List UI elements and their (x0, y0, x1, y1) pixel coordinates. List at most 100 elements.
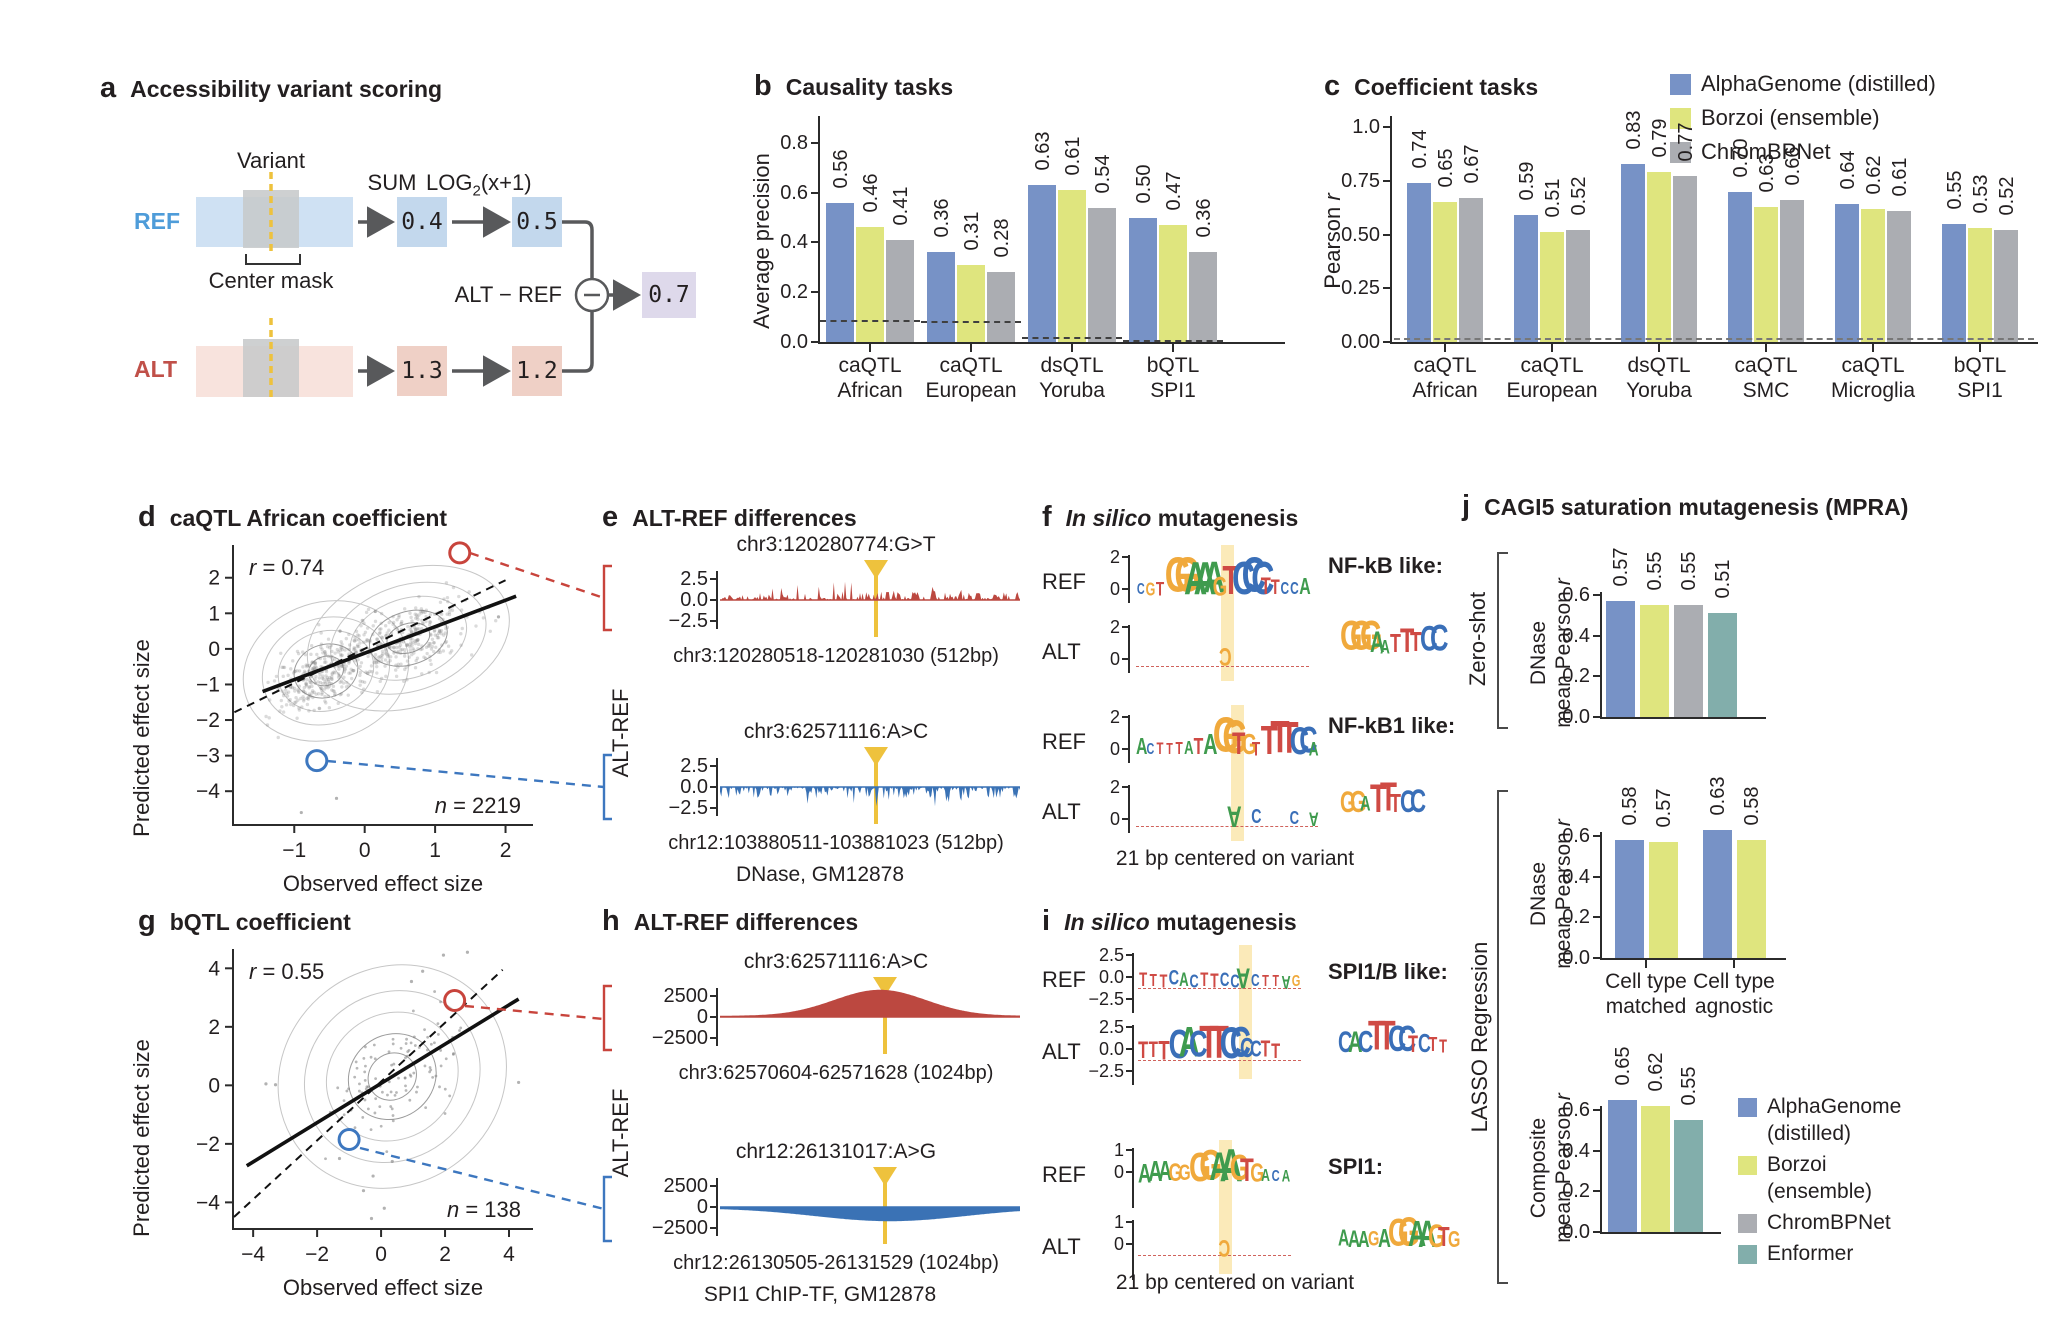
ChromBPNet-swatch (1738, 1214, 1757, 1233)
category-label: Yoruba (1626, 379, 1692, 402)
logo-letter-T: T (1390, 629, 1401, 659)
panel-f-caption: 21 bp centered on variant (1115, 847, 1355, 870)
svg-text:1: 1 (429, 839, 441, 862)
bar-j2-blue (1614, 840, 1644, 958)
track-tick-mark (710, 1227, 716, 1229)
logo-letter-T: T (1199, 1015, 1219, 1068)
svg-text:−4: −4 (196, 1191, 220, 1214)
logo-letter-T: T (1408, 1031, 1418, 1058)
y-axis-line (1390, 116, 1392, 344)
y-tick-label: 0.50 (1341, 223, 1380, 246)
bar-b-yellow (1159, 224, 1187, 342)
bar-c-gray (1566, 230, 1590, 342)
svg-text:−1: −1 (196, 673, 220, 696)
legend-label: Borzoi (1767, 1153, 1827, 1176)
chip-tracks: chr3:62571116:A>C 2500 0 −2500 chr3:62570604… (596, 905, 1046, 1324)
signal-spiky (720, 786, 1020, 807)
bar-j2-yellow (1736, 840, 1766, 958)
logo-letter-A: A (1380, 636, 1390, 658)
category-label: dsQTL (1040, 354, 1104, 377)
category-label: Cell type (1693, 970, 1775, 993)
Borzoi (ensemble)-swatch (1670, 108, 1691, 129)
ref-row-label: REF (1042, 1162, 1086, 1187)
svg-text:0: 0 (375, 1243, 387, 1266)
logo-letter-C: C (1219, 968, 1230, 991)
x-axis-line (1600, 958, 1786, 960)
track-tick-mark (710, 599, 716, 601)
mutagenesis-logos-f: REF ALT 2 0 2 0 C G T G G A A A G T C C C T T C C A C NF-kB like:… (1040, 495, 1470, 895)
bar-c-blue (1621, 163, 1645, 342)
x-tick-mark (1444, 344, 1446, 352)
logo-letter-A: A (1299, 575, 1311, 600)
svg-text:r = 0.55: r = 0.55 (249, 959, 324, 984)
svg-text:Observed effect size: Observed effect size (283, 871, 483, 896)
logo-letter-C: C (1420, 620, 1438, 660)
y-tick-label: 0.4 (1562, 1139, 1590, 1162)
Enformer-swatch (1738, 1245, 1757, 1264)
AlphaGenome-swatch (1738, 1098, 1757, 1117)
svg-text:n = 138: n = 138 (447, 1197, 521, 1222)
logo-letter-A: A (1184, 737, 1194, 759)
logo-letter-T: T (1262, 972, 1269, 991)
x-tick-mark (1172, 344, 1174, 352)
track-tick-label: 2.5 (680, 568, 708, 590)
logo-letter-A: A (1418, 1211, 1437, 1256)
logo-letter-A: A (1193, 551, 1217, 604)
logo-letter-T: T (1270, 576, 1280, 600)
variant-marker-triangle (864, 560, 888, 579)
model-legend-extended: AlphaGenome (distilled) Borzoi (ensemble) Ch… (1738, 1095, 2038, 1278)
panel-i-caption: 21 bp centered on variant (1115, 1271, 1355, 1294)
track-tick-label: 0.0 (680, 589, 708, 611)
bar-value-label: 0.36 (931, 198, 953, 238)
panel-a-title: Accessibility variant scoring (130, 76, 443, 102)
svg-text:−1: −1 (282, 839, 306, 862)
logo-letter-T: T (1260, 717, 1278, 763)
logo-letter-C: C (1251, 551, 1275, 604)
panel-h-title: ALT-REF differences (633, 909, 859, 935)
bar-value-label: 0.31 (961, 211, 983, 251)
y-tick-label: 0.6 (1562, 584, 1590, 607)
bar-value-label: 0.52 (1568, 176, 1590, 216)
logo-letter-C: C (1232, 551, 1256, 604)
track-tick-label: 2500 (663, 1175, 709, 1197)
scatter-svg-g: −4 −2 0 2 4 4 2 0 −2 −4 r = 0.55 n = 138 Observed ef… (196, 949, 533, 1300)
category-label: caQTL (1520, 354, 1584, 377)
panel-a-letter: a (100, 72, 117, 104)
panel-g-letter: g (138, 905, 156, 937)
panel-h-letter: h (602, 905, 620, 937)
track-tick-label: 0 (696, 1006, 708, 1028)
bar-c-gray (1887, 210, 1911, 342)
track-tick-label: 0 (696, 1196, 708, 1218)
svg-text:−4: −4 (241, 1243, 265, 1266)
track-tick-label: 2500 (663, 985, 709, 1007)
panel-c-title: Coefficient tasks (1354, 74, 1539, 100)
logo-letter-A: A (1348, 1026, 1363, 1059)
chart-ylabel: DNase mean Pearson r (1527, 578, 1575, 728)
bar-value-label: 0.63 (1707, 776, 1729, 816)
ref-tick-label: 0 (1109, 579, 1120, 599)
y-tick-mark (1593, 594, 1600, 597)
bar-b-blue (927, 252, 955, 342)
logo-letter-T: T (1400, 621, 1415, 660)
y-tick-label: 0.0 (1562, 1221, 1590, 1243)
alt-tick-label: 0.0 (1098, 1039, 1124, 1059)
y-tick-label: 0.6 (780, 181, 808, 204)
logo-letter-G: G (1178, 1161, 1191, 1187)
variant-highlight-band (1239, 945, 1253, 1079)
bar-j3-blue (1607, 1100, 1637, 1232)
alt-tick-label: 2 (1109, 777, 1120, 797)
logo-letter-A: A (1281, 1167, 1291, 1187)
bar-value-label: 0.66 (1782, 146, 1804, 186)
logo-letter-A: A (1179, 968, 1189, 991)
ref-row-label: REF (1042, 729, 1086, 754)
causality-bar-chart: 0.0 0.2 0.4 0.6 0.8 0.56 0.46 0.41 caQTL African 0… (740, 60, 1300, 440)
logo-letter-G: G (1174, 548, 1201, 604)
svg-text:2: 2 (208, 1016, 220, 1039)
alt-tick-label: 0 (1109, 809, 1120, 829)
bqtl-scatter: −4 −2 0 2 4 4 2 0 −2 −4 r = 0.55 n = 138 Observed ef… (165, 941, 585, 1321)
bar-value-label: 0.61 (1889, 157, 1911, 197)
x-tick-mark (1733, 960, 1735, 968)
logo-letter-C: C (1168, 967, 1180, 991)
logo-letter-T: T (1193, 735, 1204, 760)
legend-label: AlphaGenome (1767, 1095, 1902, 1118)
